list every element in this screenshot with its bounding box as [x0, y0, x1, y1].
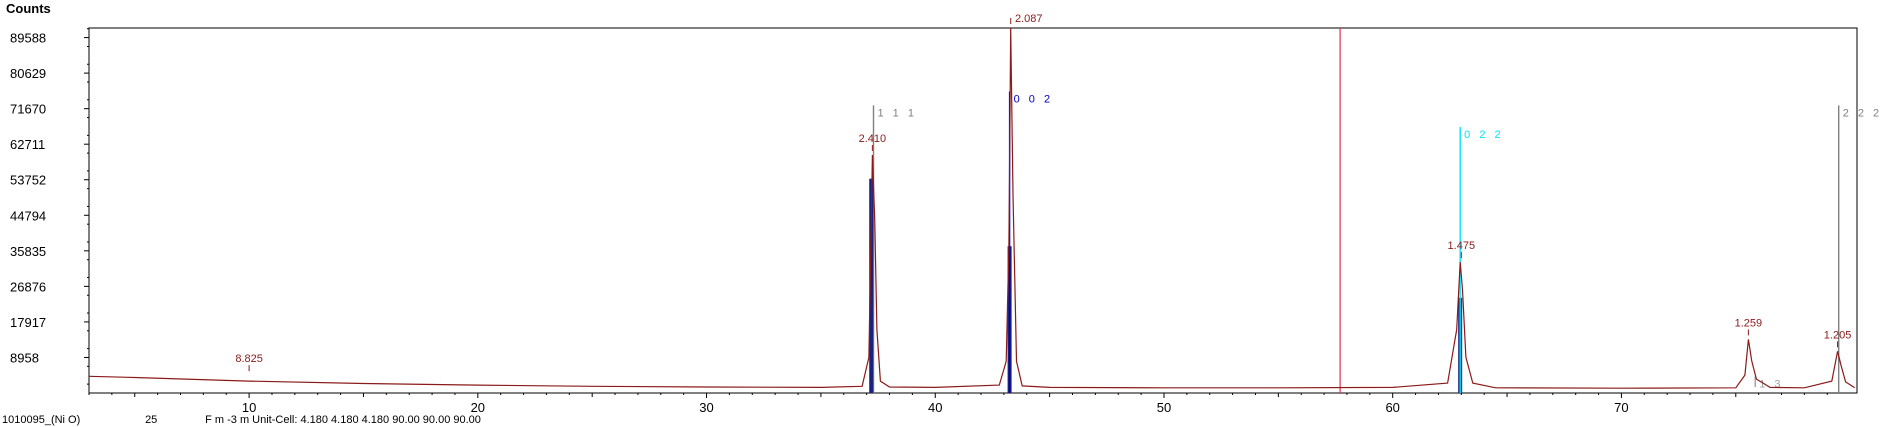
peak-d-label: 8.825	[235, 353, 263, 365]
hkl-label: 1 3	[1759, 378, 1783, 390]
hkl-label: 0 2 2	[1464, 129, 1503, 141]
x-tick-label: 20	[471, 400, 485, 415]
y-tick-label: 80629	[10, 66, 46, 81]
x-tick-label: 70	[1614, 400, 1628, 415]
peak-d-label: 1.205	[1824, 329, 1852, 341]
peak-d-label: 2.410	[859, 133, 887, 145]
y-tick-label: 53752	[10, 173, 46, 188]
x-tick-label: 60	[1385, 400, 1399, 415]
hkl-label: 1 1 1	[878, 107, 917, 119]
chart-title: Counts	[6, 1, 51, 16]
ref-code: 1010095_(Ni O)	[2, 414, 81, 426]
pattern-footer: 1010095_(Ni O) 25 F m -3 m Unit-Cell: 4.…	[2, 414, 481, 426]
pattern-line	[88, 27, 1856, 389]
peak-d-label: 2.087	[1015, 13, 1043, 25]
peak-d-label: 1.475	[1448, 240, 1476, 252]
y-tick-label: 35835	[10, 244, 46, 259]
plot-area-frame	[88, 27, 1858, 394]
y-tick-label: 89588	[10, 31, 46, 46]
y-tick-label: 26876	[10, 279, 46, 294]
y-tick-label: 17917	[10, 315, 46, 330]
x-tick-label: 10	[242, 400, 256, 415]
hkl-label: 2 2 2	[1843, 107, 1882, 119]
unit-cell-info: F m -3 m Unit-Cell: 4.180 4.180 4.180 90…	[205, 414, 481, 426]
y-tick-label: 62711	[10, 137, 45, 152]
hkl-label: 0 0 2	[1014, 93, 1053, 105]
y-tick-label: 71670	[10, 102, 46, 117]
x-tick-label: 50	[1157, 400, 1171, 415]
y-tick-label: 8958	[10, 350, 39, 365]
peak-d-label: 1.259	[1735, 317, 1763, 329]
y-tick-label: 44794	[10, 208, 46, 223]
x-tick-label: 40	[928, 400, 942, 415]
ref-score: 25	[145, 414, 158, 426]
x-tick-label: 30	[699, 400, 713, 415]
